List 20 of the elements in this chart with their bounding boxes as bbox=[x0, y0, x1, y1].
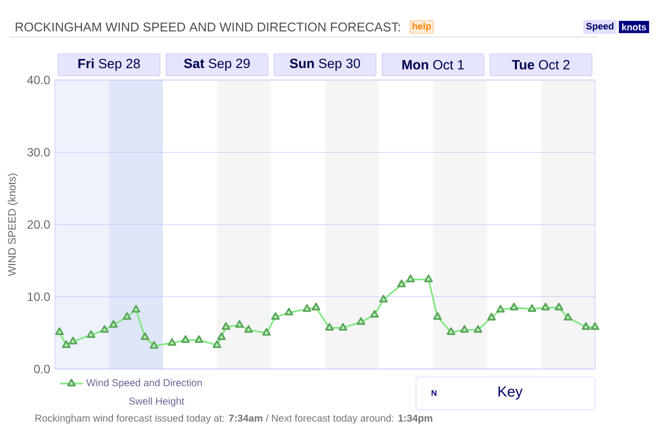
legend-label: Wind Speed and Direction bbox=[86, 378, 202, 388]
x-tick-label: Tue Oct 2 bbox=[512, 60, 570, 70]
x-tick-label: Sun Sep 30 bbox=[290, 58, 360, 71]
x-tick-label: Mon Oct 1 bbox=[402, 60, 464, 70]
text: N bbox=[432, 390, 436, 396]
text: Key bbox=[498, 386, 523, 400]
y-axis-title: WIND SPEED (knots) bbox=[8, 174, 18, 276]
y-tick-label: 30.0 bbox=[27, 148, 50, 156]
x-tick-label: Sat Sep 29 bbox=[184, 58, 250, 71]
x-tick-label: Fri Sep 28 bbox=[78, 58, 140, 71]
y-tick-label: 40.0 bbox=[27, 76, 50, 84]
y-tick-label: 0.0 bbox=[34, 364, 50, 374]
text: Speed bbox=[586, 22, 614, 32]
chart-title: ROCKINGHAM WIND SPEED AND WIND DIRECTION FORECAST: bbox=[16, 22, 400, 32]
text: Rockingham wind forecast issued today at: 7:34am / Next forecast today around: 1:34pm bbox=[36, 414, 432, 424]
text: help bbox=[412, 22, 431, 32]
y-tick-label: 10.0 bbox=[28, 292, 50, 301]
text: Swell Height bbox=[129, 397, 184, 407]
y-tick-label: 20.0 bbox=[28, 220, 50, 229]
text: knots bbox=[622, 24, 646, 30]
